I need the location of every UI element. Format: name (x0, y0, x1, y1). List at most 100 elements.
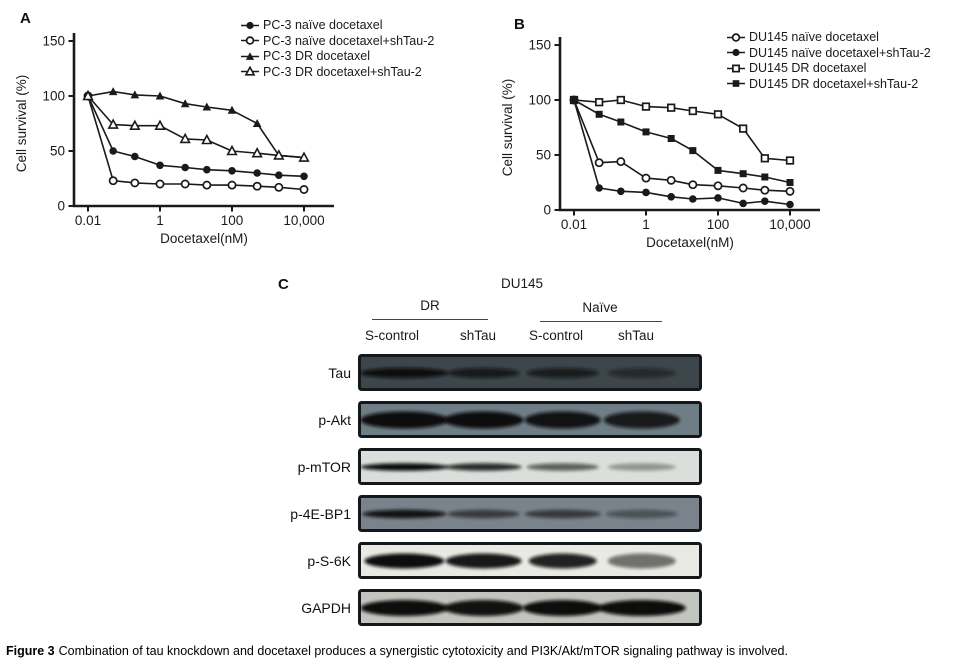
square-open-marker (616, 95, 625, 105)
protein-band (364, 553, 445, 569)
circle-open-marker (252, 181, 262, 191)
protein-band (360, 411, 449, 429)
circle-filled-marker (246, 21, 254, 29)
x-tick-label: 10,000 (283, 213, 324, 228)
y-axis-label: Cell survival (%) (500, 79, 515, 177)
blot-row-label: p-S-6K (307, 552, 351, 569)
square-filled-marker (739, 170, 747, 178)
legend-marker (241, 36, 259, 46)
blot-row: GAPDH (272, 589, 708, 626)
circle-filled-marker (253, 169, 261, 177)
triangle-open-marker (251, 147, 263, 158)
blot-group-dr-label: DR (420, 298, 440, 313)
lane-label-dr-shtau: shTau (459, 328, 497, 343)
y-tick-label: 150 (42, 34, 65, 49)
panel-b-chart: 0 50 100 150 0.01 1 100 10,000 Cell survival (%)… (500, 37, 820, 250)
panel-a-chart-host: 0 50 100 150 0.01 1 100 10,000 Cell survival (%)… (12, 4, 490, 255)
y-tick-label: 150 (528, 38, 551, 53)
panel-c: C DU145 DR Naïve S-control shTau S-contr… (272, 268, 708, 640)
circle-filled-marker (667, 193, 675, 201)
square-filled-marker (689, 147, 697, 155)
circle-filled-marker (732, 49, 740, 57)
blot-group-dr-underline (372, 319, 488, 320)
triangle-filled-marker (202, 102, 212, 111)
protein-band (360, 368, 449, 378)
circle-open-marker (738, 183, 748, 193)
legend-item: PC-3 naïve docetaxel (240, 18, 434, 33)
legend-marker (241, 21, 259, 29)
x-axis-label: Docetaxel(nM) (160, 231, 248, 246)
y-axis-label: Cell survival (%) (14, 75, 29, 173)
square-filled-marker (714, 166, 722, 174)
triangle-open-marker (226, 144, 238, 156)
series-line (87, 95, 305, 159)
legend-marker (241, 66, 259, 76)
square-open-marker (667, 103, 676, 112)
triangle-open-marker (154, 119, 166, 131)
circle-filled-marker (156, 161, 164, 170)
protein-band (524, 509, 601, 519)
series-line (573, 99, 791, 206)
x-tick-label: 10,000 (769, 217, 810, 232)
triangle-open-marker (273, 149, 285, 160)
blot-image-p-4e-bp1 (358, 495, 702, 532)
circle-filled-marker (181, 163, 189, 172)
blot-row-label: Tau (328, 364, 351, 381)
circle-filled-marker (131, 152, 139, 161)
blot-image-tau (358, 354, 702, 391)
legend-item: PC-3 DR docetaxel+shTau-2 (240, 65, 434, 80)
series-line (573, 99, 791, 184)
protein-band (362, 509, 447, 519)
circle-open-marker (594, 158, 604, 168)
circle-open-marker (666, 175, 676, 185)
x-tick-label: 100 (221, 213, 244, 228)
figure-caption: Figure 3 Combination of tau knockdown and… (6, 644, 954, 658)
triangle-filled-marker (245, 51, 255, 60)
triangle-open-marker (298, 151, 310, 162)
x-tick-label: 1 (156, 213, 164, 228)
square-filled-marker (617, 118, 625, 126)
blot-image-gapdh (358, 589, 702, 626)
blot-rows: Tau p-Akt p-mTOR p-4E-BP1 p-S-6K GAPDH (272, 354, 708, 636)
circle-open-marker (616, 157, 626, 167)
circle-filled-marker (761, 197, 769, 205)
panel-b-legend: DU145 naïve docetaxel DU145 naïve docetax… (726, 30, 931, 91)
triangle-open-marker (107, 118, 119, 129)
legend-label: PC-3 DR docetaxel+shTau-2 (263, 64, 422, 79)
panel-a: A 0 50 100 150 0.01 1 100 10,000 Cell survival (… (12, 4, 490, 260)
circle-filled-marker (109, 147, 117, 155)
protein-band (360, 600, 449, 616)
square-filled-marker (595, 110, 603, 118)
square-open-marker (785, 156, 795, 165)
protein-band (526, 368, 599, 378)
square-filled-marker (786, 179, 794, 186)
legend-label: PC-3 naïve docetaxel+shTau-2 (263, 33, 435, 48)
protein-band (443, 600, 524, 616)
panel-a-chart: 0 50 100 150 0.01 1 100 10,000 Cell survival (%)… (14, 33, 334, 246)
circle-filled-marker (203, 165, 211, 174)
legend-label: DU145 DR docetaxel+shTau-2 (749, 76, 919, 91)
square-open-marker (595, 98, 604, 107)
legend-item: DU145 DR docetaxel+shTau-2 (726, 77, 931, 92)
circle-filled-marker (300, 172, 308, 181)
protein-band (526, 463, 599, 471)
circle-open-marker (180, 179, 190, 189)
legend-item: DU145 naïve docetaxel+shTau-2 (726, 46, 931, 61)
square-open-marker (739, 124, 748, 133)
square-filled-marker (761, 173, 769, 181)
legend-marker (727, 80, 745, 88)
triangle-open-marker (244, 66, 256, 76)
square-filled-marker (642, 128, 650, 136)
blot-row: p-Akt (272, 401, 708, 438)
protein-band (445, 463, 522, 471)
circle-filled-marker (642, 188, 650, 197)
protein-band (522, 600, 603, 616)
blot-cell-line-title: DU145 (500, 276, 544, 291)
circle-open-marker (713, 181, 723, 191)
series-line (87, 90, 305, 159)
circle-open-marker (108, 176, 118, 186)
protein-band (607, 463, 676, 471)
panel-a-letter: A (20, 10, 31, 27)
blot-image-p-akt (358, 401, 702, 438)
